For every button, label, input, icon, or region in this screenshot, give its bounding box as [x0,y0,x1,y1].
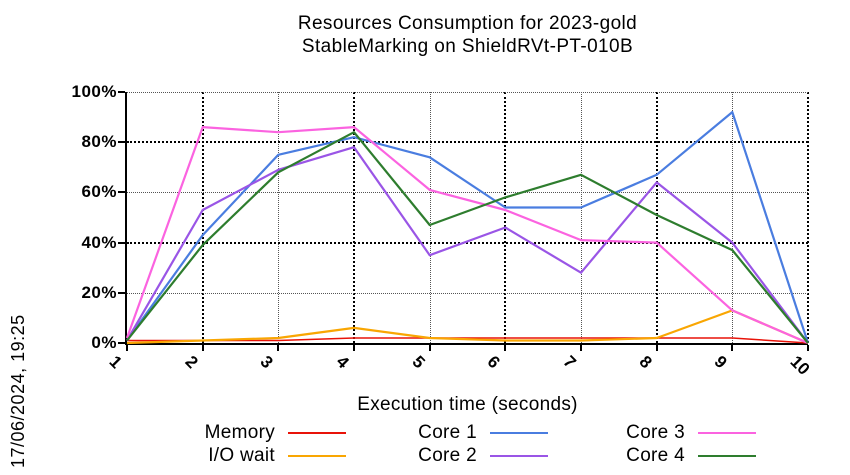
legend-entry-i-o-wait: I/O wait [175,445,346,467]
y-tick [118,342,125,344]
legend-line-sample [288,432,346,434]
gridline-x-6 [504,92,507,343]
legend-line-sample [490,432,548,434]
x-tick [580,345,582,351]
gridline-y-40 [127,241,808,244]
y-tick [118,141,125,144]
gridline-y-60 [127,192,808,194]
legend-line-sample [698,432,756,434]
gridline-x-10 [807,92,809,343]
legend-entry-core-3: Core 3 [585,422,756,444]
series-line-core-3 [125,125,809,345]
x-tick-label: 3 [256,352,278,373]
y-tick-label: 60% [81,182,117,202]
x-tick [277,345,280,351]
gridline-x-2 [201,92,204,343]
legend-label: Core 1 [418,422,477,443]
series-line-core-2 [126,146,809,344]
y-tick-label: 80% [81,132,117,152]
series-canvas [125,111,810,345]
legend-line-sample [288,455,346,457]
x-tick-label: 6 [483,352,505,373]
gridline-x-8 [655,92,658,343]
gridline-x-9 [732,92,734,343]
y-tick [118,291,125,294]
y-tick-label: 100% [71,82,117,101]
x-tick [504,345,507,351]
y-tick-label: 20% [81,282,117,302]
x-tick [428,345,431,351]
legend-entry-core-4: Core 4 [585,445,756,467]
gridline-x-4 [353,92,355,343]
x-tick-label: 2 [181,352,202,373]
x-tick [126,345,128,351]
legend-label: Memory [204,422,275,443]
gridline-x-3 [278,92,280,343]
plot-area [125,92,810,345]
legend-line-sample [490,455,548,457]
x-tick [201,345,204,351]
x-tick [807,345,809,351]
series-line-i-o-wait [126,309,809,345]
legend-entry-core-2: Core 2 [377,445,548,467]
y-tick [118,241,125,244]
chart-title-line1: Resources Consumption for 2023-gold [297,13,638,34]
x-tick-label: 10 [786,352,814,379]
legend-entry-core-1: Core 1 [377,422,548,444]
gridline-x-7 [581,92,582,343]
x-tick-label: 7 [559,352,580,373]
gridline-y-80 [127,141,808,144]
x-tick [655,345,658,351]
chart-title: Resources Consumption for 2023-gold Stab… [127,12,808,58]
gridline-y-100 [127,92,808,93]
series-line-core-4 [126,131,809,344]
y-tick-label: 40% [81,232,117,252]
legend-label: I/O wait [208,445,275,466]
legend-label: Core 4 [626,445,685,466]
legend-entry-memory: Memory [175,422,346,444]
x-tick [353,345,355,351]
x-tick-label: 4 [332,352,353,373]
y-tick [118,191,125,194]
x-axis-label: Execution time (seconds) [357,394,578,415]
y-tick [118,91,125,93]
gridline-y-20 [127,292,808,294]
series-line-memory [127,337,809,344]
legend-line-sample [698,455,756,457]
series-line-core-1 [126,111,810,344]
x-tick-label: 5 [408,352,429,373]
y-tick-label: 0% [91,333,117,352]
legend-label: Core 2 [418,445,477,466]
x-tick [731,345,734,351]
gridline-x-5 [429,92,431,343]
timestamp: 17/06/2024, 19:25 [8,314,28,468]
chart-title-line2: StableMarking on ShieldRVt-PT-010B [301,36,634,57]
legend-label: Core 3 [626,422,685,443]
x-tick-label: 9 [710,352,732,373]
x-tick-label: 8 [635,352,656,373]
x-tick-label: 1 [105,352,126,373]
